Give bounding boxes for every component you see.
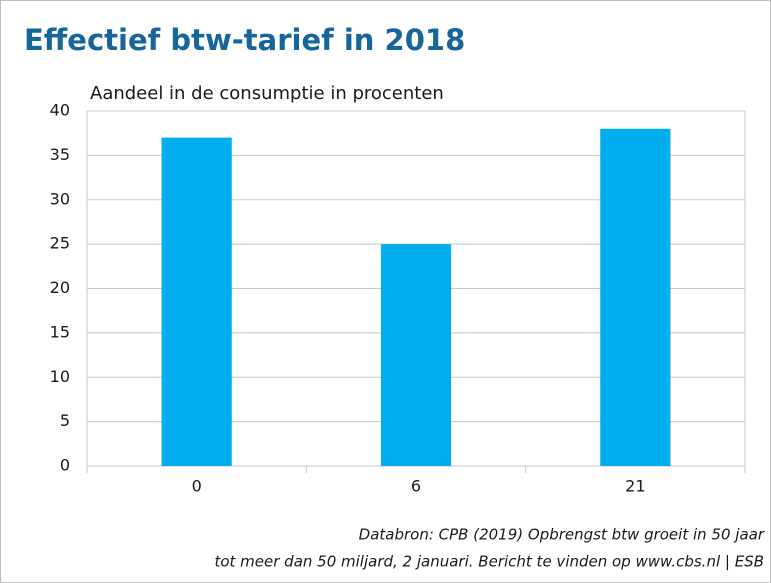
- y-tick-label: 20: [50, 278, 70, 297]
- bar: [600, 128, 671, 466]
- y-tick-label: 15: [50, 322, 70, 341]
- y-tick-label: 0: [60, 456, 70, 475]
- y-tick-label: 40: [50, 101, 70, 120]
- y-tick-label: 25: [50, 234, 70, 253]
- y-tick-label: 10: [50, 367, 70, 386]
- x-tick-label: 0: [192, 477, 202, 496]
- source-line: Databron: CPB (2019) Opbrengst btw groei…: [359, 526, 765, 544]
- bar: [380, 244, 452, 466]
- x-tick-label: 21: [625, 477, 645, 496]
- y-tick-label: 5: [60, 411, 70, 430]
- bar: [161, 137, 232, 466]
- y-tick-label: 30: [50, 189, 70, 208]
- chart-title: Effectief btw-tarief in 2018: [24, 23, 465, 57]
- chart-subtitle: Aandeel in de consumptie in procenten: [90, 83, 444, 104]
- y-tick-label: 35: [50, 145, 70, 164]
- source-line: tot meer dan 50 miljard, 2 januari. Beri…: [214, 553, 764, 571]
- x-tick-label: 6: [411, 477, 421, 496]
